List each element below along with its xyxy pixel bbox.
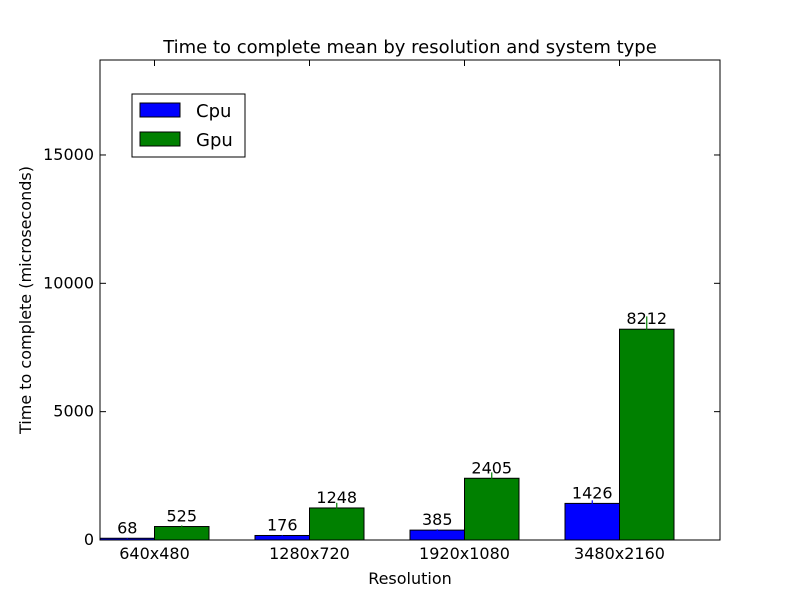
- y-tick-label: 10000: [43, 273, 94, 292]
- legend: Cpu Gpu: [131, 93, 246, 158]
- plot-area: 0 5000 10000 15000 68 525 640x480 176 1248 1280x7…: [43, 60, 720, 563]
- bar-cpu: [564, 502, 620, 541]
- data-label: 176: [267, 515, 298, 534]
- legend-label: Gpu: [196, 130, 233, 151]
- chart-title: Time to complete mean by resolution and …: [162, 37, 657, 58]
- data-label: 385: [422, 510, 453, 529]
- x-axis-label: Resolution: [368, 569, 452, 588]
- legend-swatch-gpu: [139, 131, 181, 147]
- data-label: 1426: [572, 483, 613, 502]
- plot-frame: [99, 59, 721, 541]
- y-tick-label: 0: [84, 530, 94, 549]
- data-label: 525: [166, 507, 197, 526]
- legend-label: Cpu: [196, 101, 231, 122]
- data-label: 68: [117, 518, 137, 537]
- x-tick-label: 1280x720: [269, 544, 350, 563]
- bar-gpu: [154, 526, 210, 541]
- data-label: 8212: [626, 309, 667, 328]
- x-tick-label: 1920x1080: [419, 544, 510, 563]
- bar-cpu: [409, 529, 465, 541]
- legend-swatch-cpu: [139, 102, 181, 118]
- y-axis-label: Time to complete (microseconds): [16, 166, 35, 435]
- bar-cpu: [254, 534, 310, 541]
- y-tick-label: 15000: [43, 145, 94, 164]
- x-tick-label: 640x480: [119, 544, 190, 563]
- data-label: 1248: [316, 488, 357, 507]
- bar-gpu: [619, 328, 675, 541]
- bar-gpu: [309, 507, 365, 541]
- y-tick-label: 5000: [53, 402, 94, 421]
- bar-gpu: [464, 477, 520, 541]
- data-label: 2405: [471, 458, 512, 477]
- x-tick-label: 3480x2160: [574, 544, 665, 563]
